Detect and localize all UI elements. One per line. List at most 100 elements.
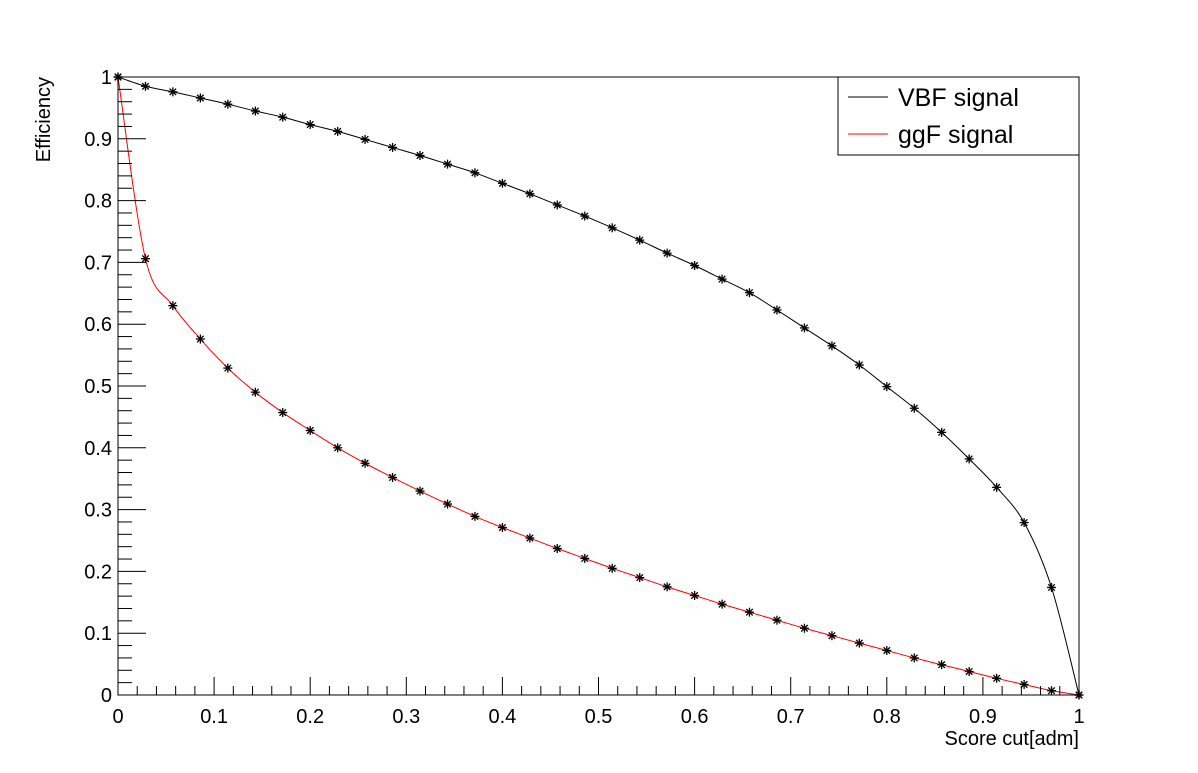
data-point-ggf-signal — [937, 660, 947, 670]
data-point-vbf-signal — [360, 134, 370, 144]
data-point-ggf-signal — [497, 523, 507, 533]
y-tick-label: 0.1 — [84, 623, 112, 645]
data-point-ggf-signal — [168, 301, 178, 311]
data-point-ggf-signal — [662, 582, 672, 592]
data-point-vbf-signal — [415, 150, 425, 160]
x-axis-tick-labels: 0 0.1 0.2 0.3 0.4 0.5 0.6 0.7 0.8 0.9 1 — [112, 706, 1084, 728]
data-point-vbf-signal — [772, 305, 782, 315]
x-tick-label: 0.1 — [200, 706, 228, 728]
data-point-vbf-signal — [552, 200, 562, 210]
data-point-ggf-signal — [195, 334, 205, 344]
data-point-ggf-signal — [635, 573, 645, 583]
data-point-ggf-signal — [415, 486, 425, 496]
y-tick-label: 0.8 — [84, 191, 112, 213]
data-point-vbf-signal — [607, 223, 617, 233]
x-tick-label: 0.4 — [488, 706, 516, 728]
x-axis-title: Score cut[adm] — [944, 728, 1079, 750]
data-point-ggf-signal — [360, 458, 370, 468]
data-point-vbf-signal — [333, 126, 343, 136]
x-tick-label: 0.9 — [969, 706, 997, 728]
data-point-ggf-signal — [470, 511, 480, 521]
data-point-ggf-signal — [1019, 679, 1029, 689]
y-axis-tick-labels: 0 0.1 0.2 0.3 0.4 0.5 0.6 0.7 0.8 0.9 1 — [84, 67, 112, 707]
data-point-ggf-signal — [964, 667, 974, 677]
data-point-vbf-signal — [690, 260, 700, 270]
data-point-vbf-signal — [827, 341, 837, 351]
data-point-vbf-signal — [964, 454, 974, 464]
data-point-vbf-signal — [140, 81, 150, 91]
data-point-vbf-signal — [909, 403, 919, 413]
data-point-ggf-signal — [278, 408, 288, 418]
y-tick-label: 0.9 — [84, 129, 112, 151]
y-tick-label: 0 — [101, 685, 112, 707]
data-point-vbf-signal — [717, 274, 727, 284]
data-point-ggf-signal — [388, 472, 398, 482]
y-tick-label: 0.2 — [84, 561, 112, 583]
x-tick-label: 0.3 — [392, 706, 420, 728]
data-point-vbf-signal — [937, 427, 947, 437]
data-point-ggf-signal — [140, 254, 150, 264]
x-tick-label: 0.8 — [873, 706, 901, 728]
legend-label-vbf: VBF signal — [898, 84, 1019, 112]
data-point-ggf-signal — [305, 426, 315, 435]
y-tick-label: 0.6 — [84, 314, 112, 336]
data-point-vbf-signal — [635, 235, 645, 245]
y-tick-label: 1 — [101, 67, 112, 89]
data-point-ggf-signal — [223, 363, 233, 373]
data-point-vbf-signal — [662, 248, 672, 258]
data-point-ggf-signal — [1047, 686, 1057, 696]
x-tick-label: 0.2 — [296, 706, 324, 728]
data-point-ggf-signal — [717, 599, 727, 609]
data-point-ggf-signal — [333, 443, 343, 453]
data-point-ggf-signal — [909, 653, 919, 663]
y-axis-title: Efficiency — [33, 77, 55, 162]
data-point-vbf-signal — [305, 120, 315, 130]
legend-label-ggf: ggF signal — [898, 121, 1013, 149]
data-point-vbf-signal — [388, 142, 398, 152]
data-point-ggf-signal — [744, 607, 754, 617]
data-point-vbf-signal — [223, 99, 233, 109]
data-point-ggf-signal — [580, 553, 590, 563]
data-point-ggf-signal — [607, 563, 617, 573]
data-point-ggf-signal — [250, 387, 260, 397]
data-point-vbf-signal — [744, 288, 754, 298]
data-point-vbf-signal — [278, 112, 288, 122]
data-point-vbf-signal — [497, 178, 507, 188]
data-point-vbf-signal — [443, 159, 453, 169]
data-point-vbf-signal — [195, 93, 205, 103]
data-point-vbf-signal — [1047, 582, 1057, 592]
y-axis-ticks — [118, 76, 146, 696]
data-point-ggf-signal — [772, 615, 782, 625]
data-point-vbf-signal — [799, 323, 809, 333]
legend-box — [837, 76, 1080, 156]
y-tick-label: 0.5 — [84, 376, 112, 398]
data-point-ggf-signal — [799, 623, 809, 633]
x-axis-ticks — [117, 677, 1080, 695]
x-tick-label: 1 — [1073, 706, 1084, 728]
x-tick-label: 0 — [112, 706, 123, 728]
x-tick-label: 0.7 — [777, 706, 805, 728]
x-tick-label: 0.6 — [681, 706, 709, 728]
data-point-vbf-signal — [882, 382, 892, 392]
data-point-ggf-signal — [854, 638, 864, 648]
data-point-vbf-signal — [1019, 518, 1029, 528]
data-point-vbf-signal — [250, 106, 260, 116]
data-point-ggf-signal — [552, 544, 562, 554]
data-point-vbf-signal — [992, 482, 1002, 492]
y-tick-label: 0.3 — [84, 500, 112, 522]
data-point-ggf-signal — [525, 533, 535, 543]
data-point-ggf-signal — [690, 591, 700, 600]
data-point-ggf-signal — [992, 673, 1002, 683]
data-point-ggf-signal — [827, 631, 837, 641]
data-point-vbf-signal — [854, 360, 864, 370]
data-point-vbf-signal — [168, 87, 178, 97]
y-tick-label: 0.4 — [84, 438, 112, 460]
data-point-ggf-signal — [443, 499, 453, 509]
data-point-vbf-signal — [470, 168, 480, 178]
data-point-vbf-signal — [580, 211, 590, 221]
y-tick-label: 0.7 — [84, 252, 112, 274]
data-point-ggf-signal — [882, 646, 892, 655]
data-point-vbf-signal — [525, 189, 535, 199]
legend: VBF signal ggF signal — [837, 76, 1080, 156]
